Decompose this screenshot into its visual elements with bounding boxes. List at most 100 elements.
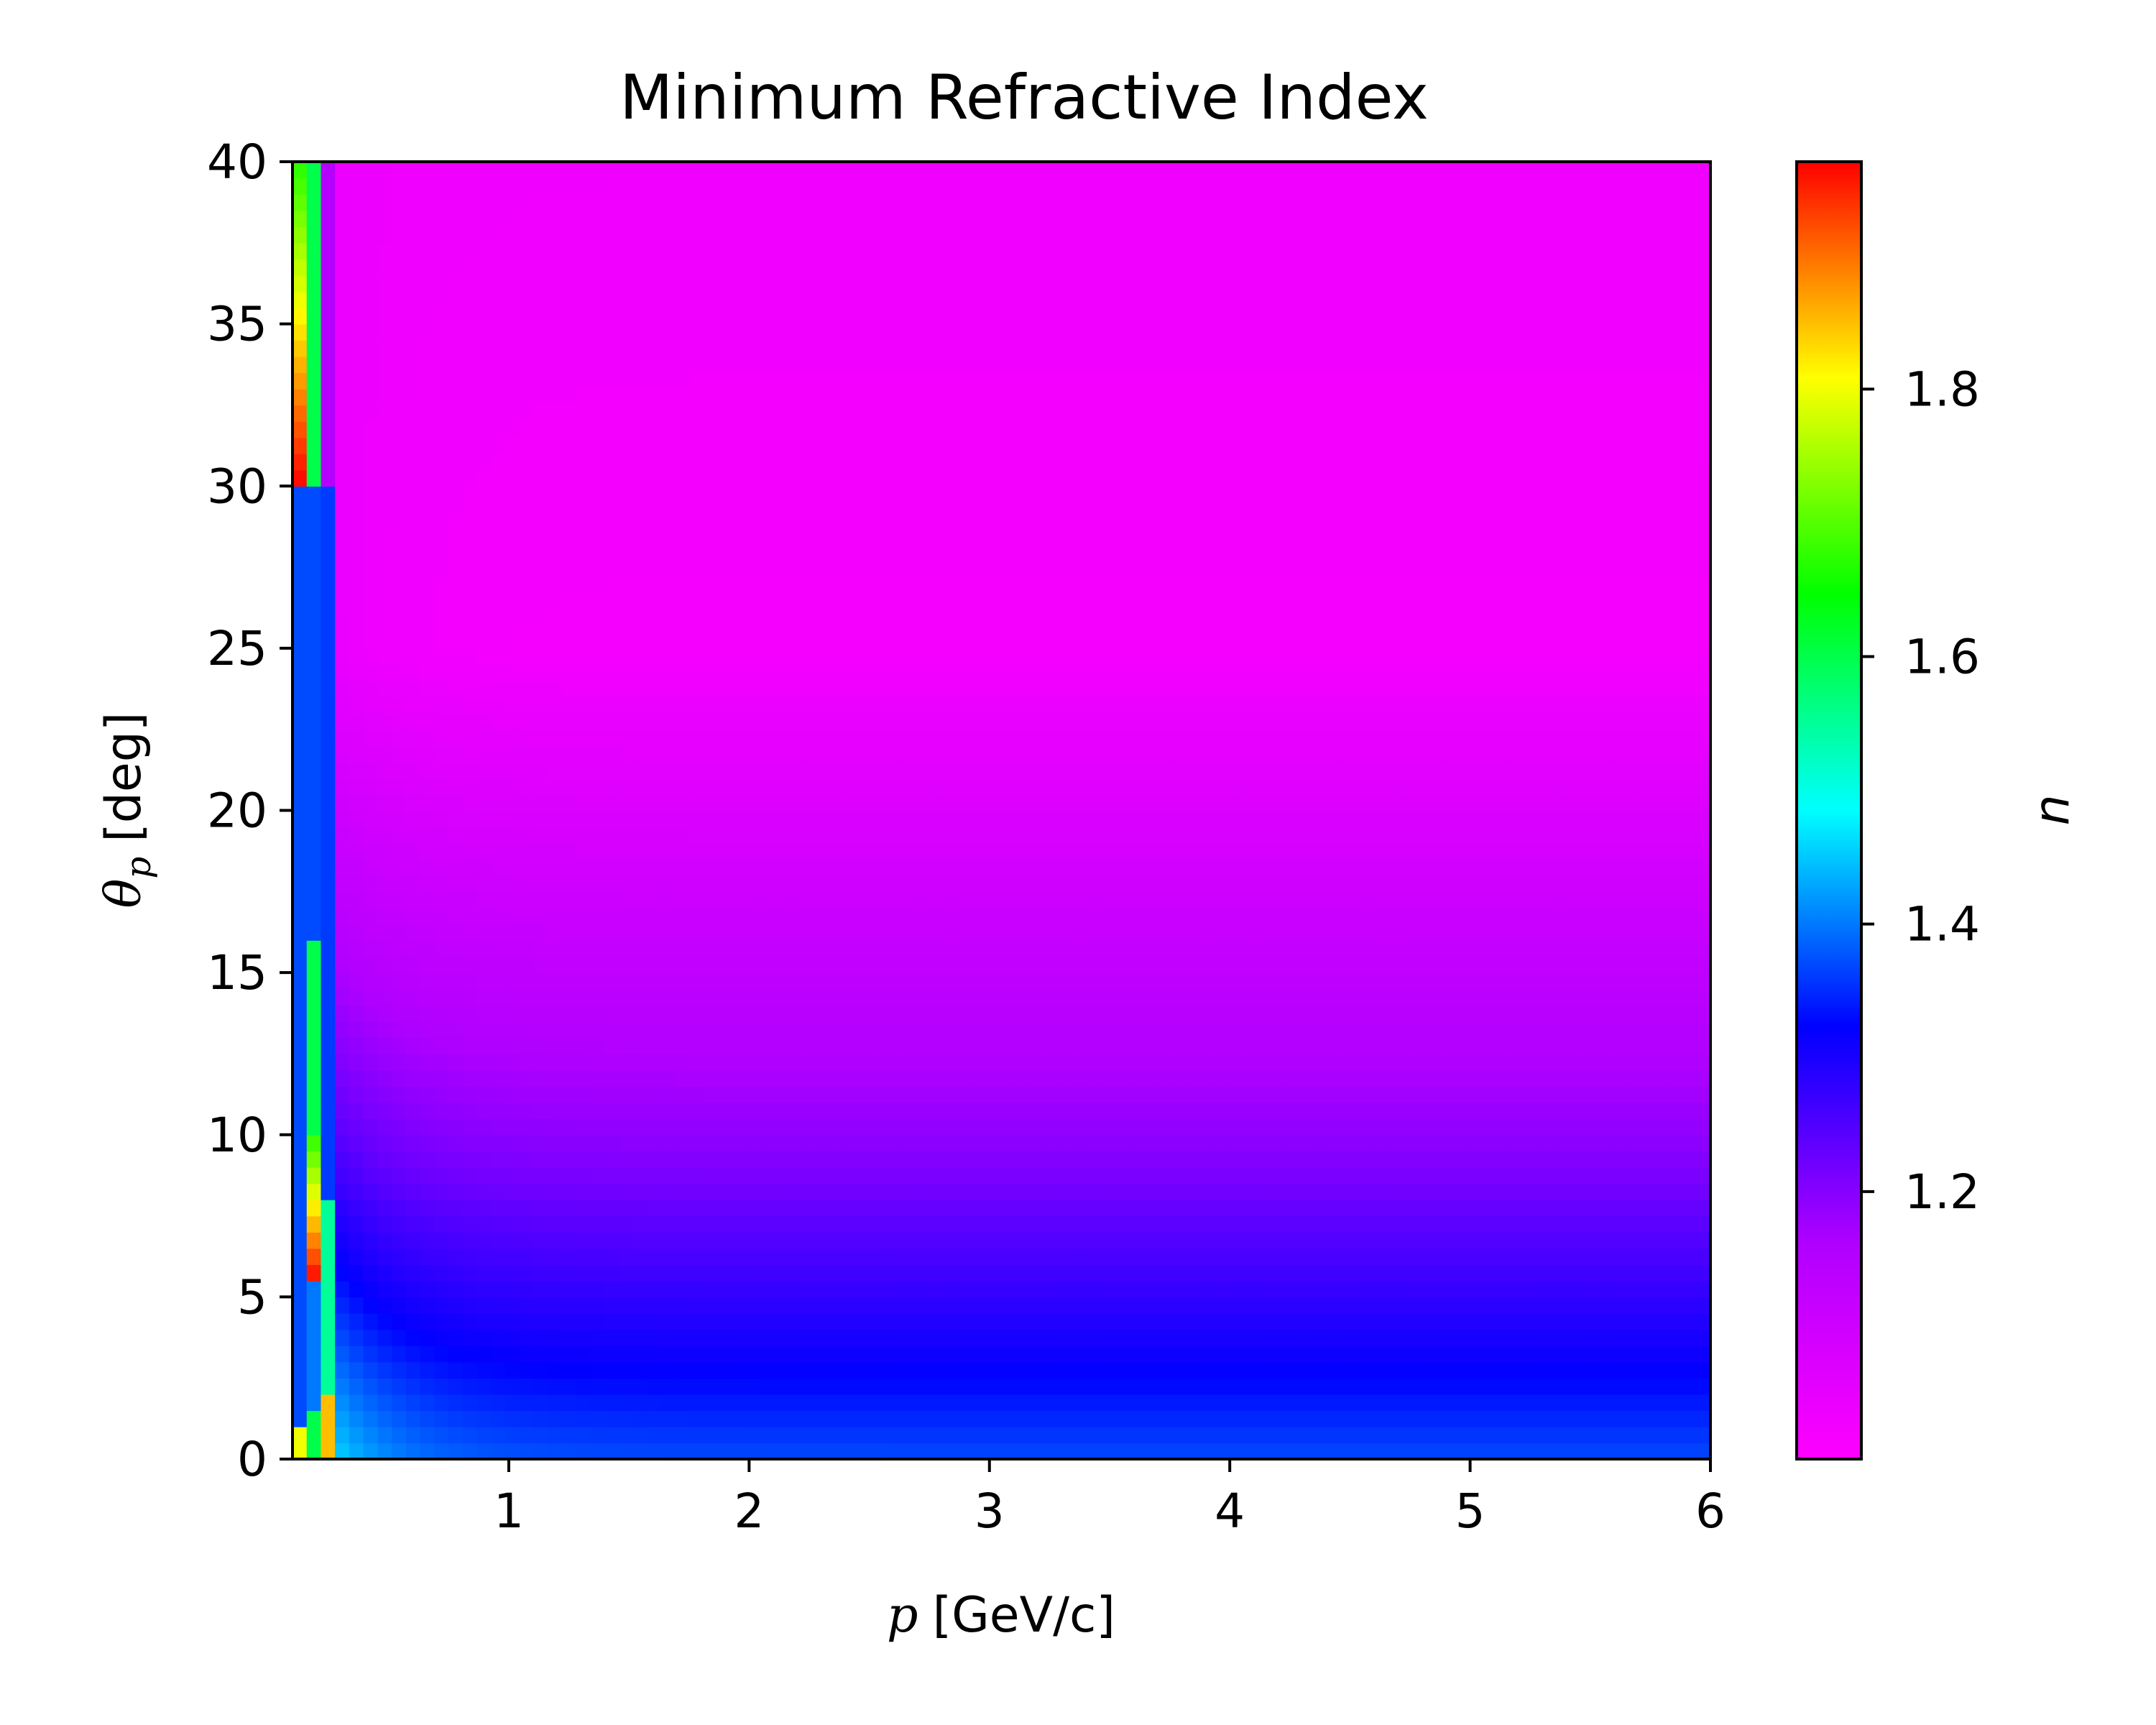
heatmap-cell	[491, 1361, 506, 1379]
heatmap-cell	[916, 681, 931, 698]
heatmap-cell	[973, 1264, 988, 1282]
heatmap-cell	[1015, 859, 1031, 876]
heatmap-cell	[576, 1215, 591, 1233]
heatmap-cell	[760, 1361, 775, 1379]
heatmap-cell	[576, 210, 591, 228]
heatmap-cell	[335, 1037, 350, 1054]
heatmap-cell	[1001, 502, 1017, 520]
heatmap-cell	[1015, 259, 1031, 276]
heatmap-cell	[930, 1443, 946, 1460]
heatmap-cell	[888, 1086, 903, 1103]
heatmap-cell	[292, 1329, 308, 1346]
heatmap-cell	[420, 940, 436, 957]
heatmap-cell	[561, 745, 577, 763]
heatmap-cell	[505, 1005, 520, 1022]
heatmap-cell	[959, 924, 974, 941]
heatmap-cell	[604, 1264, 619, 1282]
heatmap-cell	[306, 681, 322, 698]
heatmap-cell	[434, 664, 449, 681]
heatmap-cell	[1115, 1426, 1130, 1444]
heatmap-cell	[377, 242, 392, 260]
heatmap-cell	[392, 761, 407, 779]
heatmap-cell	[491, 859, 506, 876]
heatmap-cell	[576, 713, 591, 730]
heatmap-cell	[434, 372, 449, 390]
heatmap-cell	[548, 178, 563, 195]
heatmap-cell	[916, 275, 931, 293]
heatmap-cell	[902, 518, 917, 535]
heatmap-cell	[760, 1053, 775, 1071]
heatmap-cell	[1100, 226, 1116, 244]
heatmap-cell	[377, 1264, 392, 1282]
heatmap-cell	[1001, 827, 1017, 844]
heatmap-cell	[959, 664, 974, 681]
heatmap-cell	[689, 275, 704, 293]
heatmap-cell	[1143, 486, 1158, 503]
heatmap-cell	[1143, 1053, 1158, 1071]
heatmap-cell	[860, 859, 875, 876]
heatmap-cell	[292, 567, 308, 584]
heatmap-cell	[973, 469, 988, 487]
heatmap-cell	[1129, 469, 1144, 487]
heatmap-cell	[561, 1134, 577, 1152]
heatmap-cell	[561, 291, 577, 308]
heatmap-cell	[548, 827, 563, 844]
heatmap-cell	[987, 372, 1003, 390]
heatmap-cell	[1143, 308, 1158, 325]
heatmap-cell	[959, 1200, 974, 1217]
heatmap-cell	[1157, 891, 1173, 908]
heatmap-cell	[704, 907, 719, 925]
heatmap-cell	[1001, 437, 1017, 454]
heatmap-cell	[973, 1053, 988, 1071]
heatmap-cell	[803, 372, 818, 390]
heatmap-cell	[349, 194, 364, 211]
heatmap-cell	[590, 615, 605, 633]
heatmap-cell	[746, 696, 761, 714]
heatmap-cell	[292, 615, 308, 633]
heatmap-cell	[774, 794, 790, 811]
heatmap-cell	[845, 1134, 860, 1152]
heatmap-cell	[959, 1361, 974, 1379]
heatmap-cell	[845, 1378, 860, 1395]
heatmap-cell	[916, 859, 931, 876]
heatmap-cell	[420, 648, 436, 666]
heatmap-cell	[1157, 1264, 1173, 1282]
heatmap-cell	[548, 275, 563, 293]
heatmap-cell	[774, 583, 790, 600]
heatmap-cell	[987, 1394, 1003, 1412]
heatmap-cell	[675, 242, 691, 260]
heatmap-cell	[1115, 1232, 1130, 1249]
heatmap-cell	[292, 194, 308, 211]
heatmap-cell	[944, 291, 960, 308]
heatmap-cell	[1086, 1426, 1102, 1444]
heatmap-cell	[462, 275, 478, 293]
heatmap-cell	[1072, 713, 1087, 730]
heatmap-cell	[1129, 1443, 1144, 1460]
heatmap-cell	[349, 372, 364, 390]
heatmap-cell	[732, 469, 747, 487]
heatmap-cell	[632, 502, 648, 520]
heatmap-cell	[392, 1232, 407, 1249]
heatmap-cell	[1072, 729, 1087, 747]
heatmap-cell	[902, 356, 917, 374]
heatmap-cell	[788, 421, 804, 438]
heatmap-cell	[632, 696, 648, 714]
heatmap-cell	[321, 1378, 336, 1395]
heatmap-cell	[845, 924, 860, 941]
heatmap-cell	[533, 1443, 548, 1460]
heatmap-cell	[548, 421, 563, 438]
heatmap-cell	[1015, 681, 1031, 698]
heatmap-cell	[462, 1070, 478, 1087]
heatmap-cell	[760, 761, 775, 779]
heatmap-cell	[604, 567, 619, 584]
heatmap-cell	[618, 681, 634, 698]
heatmap-cell	[675, 502, 691, 520]
heatmap-cell	[647, 323, 662, 341]
heatmap-cell	[363, 1410, 379, 1427]
heatmap-cell	[306, 1378, 322, 1395]
heatmap-cell	[1072, 859, 1087, 876]
heatmap-cell	[902, 972, 917, 990]
heatmap-cell	[405, 1280, 421, 1298]
heatmap-cell	[845, 1167, 860, 1184]
heatmap-cell	[1072, 372, 1087, 390]
